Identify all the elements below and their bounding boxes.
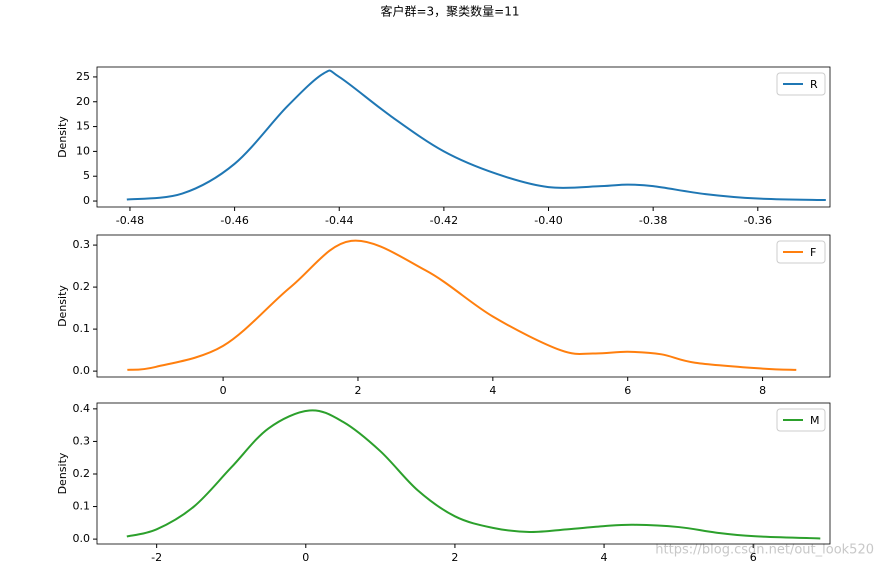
y-tick-label: 5: [83, 169, 90, 182]
y-tick-label: 0.0: [73, 532, 91, 545]
x-tick-label: 6: [750, 551, 757, 564]
density-line: [126, 69, 826, 202]
y-tick-label: 20: [76, 95, 90, 108]
legend-label: M: [810, 414, 820, 427]
watermark: https://blog.csdn.net/out_look520: [655, 543, 874, 558]
x-tick-label: 4: [601, 551, 608, 564]
y-tick-label: 15: [76, 120, 90, 133]
x-tick-label: -0.36: [744, 214, 772, 227]
axes-frame: [96, 66, 831, 208]
y-tick-label: 10: [76, 144, 90, 157]
x-tick-label: 4: [489, 384, 496, 397]
x-tick-label: 8: [759, 384, 766, 397]
x-tick-label: -0.38: [639, 214, 667, 227]
y-tick-label: 0.3: [73, 238, 91, 251]
x-tick-label: -0.44: [325, 214, 353, 227]
x-tick-label: 6: [624, 384, 631, 397]
x-tick-label: -0.48: [116, 214, 144, 227]
density-line: [127, 239, 797, 371]
legend-label: F: [810, 246, 816, 259]
y-axis-label: Density: [56, 285, 69, 327]
y-tick-label: 0.2: [73, 467, 91, 480]
legend-label: R: [810, 78, 818, 91]
axes-frame: [96, 402, 831, 545]
x-tick-label: 0: [302, 551, 309, 564]
x-tick-label: 2: [354, 384, 361, 397]
y-tick-label: 0: [83, 194, 90, 207]
y-axis-label: Density: [56, 452, 69, 494]
density-line: [126, 409, 821, 540]
x-tick-label: -0.46: [220, 214, 248, 227]
x-tick-label: 2: [451, 551, 458, 564]
y-tick-label: 25: [76, 70, 90, 83]
y-tick-label: 0.1: [73, 500, 91, 513]
x-tick-label: -0.42: [430, 214, 458, 227]
axes-frame: [96, 234, 831, 378]
y-tick-label: 0.2: [73, 280, 91, 293]
y-tick-label: 0.3: [73, 434, 91, 447]
y-tick-label: 0.1: [73, 322, 91, 335]
x-tick-label: 0: [220, 384, 227, 397]
y-axis-label: Density: [56, 116, 69, 158]
x-tick-label: -0.40: [534, 214, 562, 227]
y-tick-label: 0.4: [73, 402, 91, 415]
y-tick-label: 0.0: [73, 364, 91, 377]
figure-title: 客户群=3，聚类数量=11: [380, 4, 519, 19]
x-tick-label: -2: [151, 551, 162, 564]
